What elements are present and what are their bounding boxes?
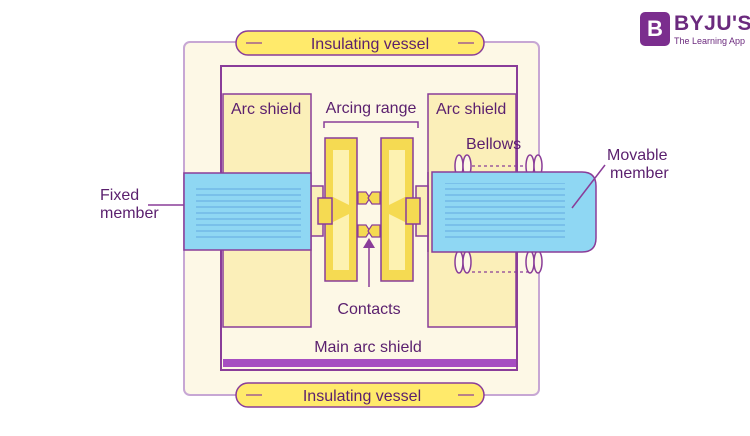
main-arc-shield-bar	[223, 359, 516, 367]
brand-name: BYJU'S	[674, 12, 750, 35]
contacts-tips	[357, 191, 381, 238]
brand-tagline: The Learning App	[674, 36, 746, 46]
fixed-member-connector	[310, 185, 333, 237]
bellows-label: Bellows	[466, 136, 521, 153]
byjus-logo: B BYJU'S The Learning App	[640, 12, 750, 52]
byjus-logo-letter: B	[647, 16, 663, 41]
insulating-vessel-bottom-bar: Insulating vessel	[235, 382, 485, 408]
movable-member-label-word2: member	[610, 165, 669, 182]
insulating-vessel-top-bar: Insulating vessel	[235, 30, 485, 56]
arcing-range-bracket	[323, 121, 419, 128]
contacts-arrowhead	[363, 238, 375, 248]
arc-shield-left-label: Arc shield	[231, 101, 301, 118]
movable-member-pointer	[571, 164, 606, 209]
fixed-member-rod	[183, 172, 312, 251]
insulating-vessel-top-label: Insulating vessel	[311, 36, 429, 53]
contact-block-left	[324, 137, 358, 282]
contacts-label: Contacts	[337, 301, 400, 318]
insulating-vessel-bottom-label: Insulating vessel	[303, 388, 421, 405]
fixed-member-label-word2: member	[100, 205, 159, 222]
movable-member-label-word1: Movable	[607, 147, 668, 164]
byjus-logo-icon: B	[640, 12, 670, 46]
arc-shield-right-label: Arc shield	[436, 101, 506, 118]
arcing-range-label: Arcing range	[326, 100, 417, 117]
main-arc-shield-label: Main arc shield	[314, 339, 422, 356]
movable-member-connector	[405, 185, 429, 237]
movable-member-rod	[427, 171, 597, 253]
fixed-member-label-word1: Fixed	[100, 187, 139, 204]
